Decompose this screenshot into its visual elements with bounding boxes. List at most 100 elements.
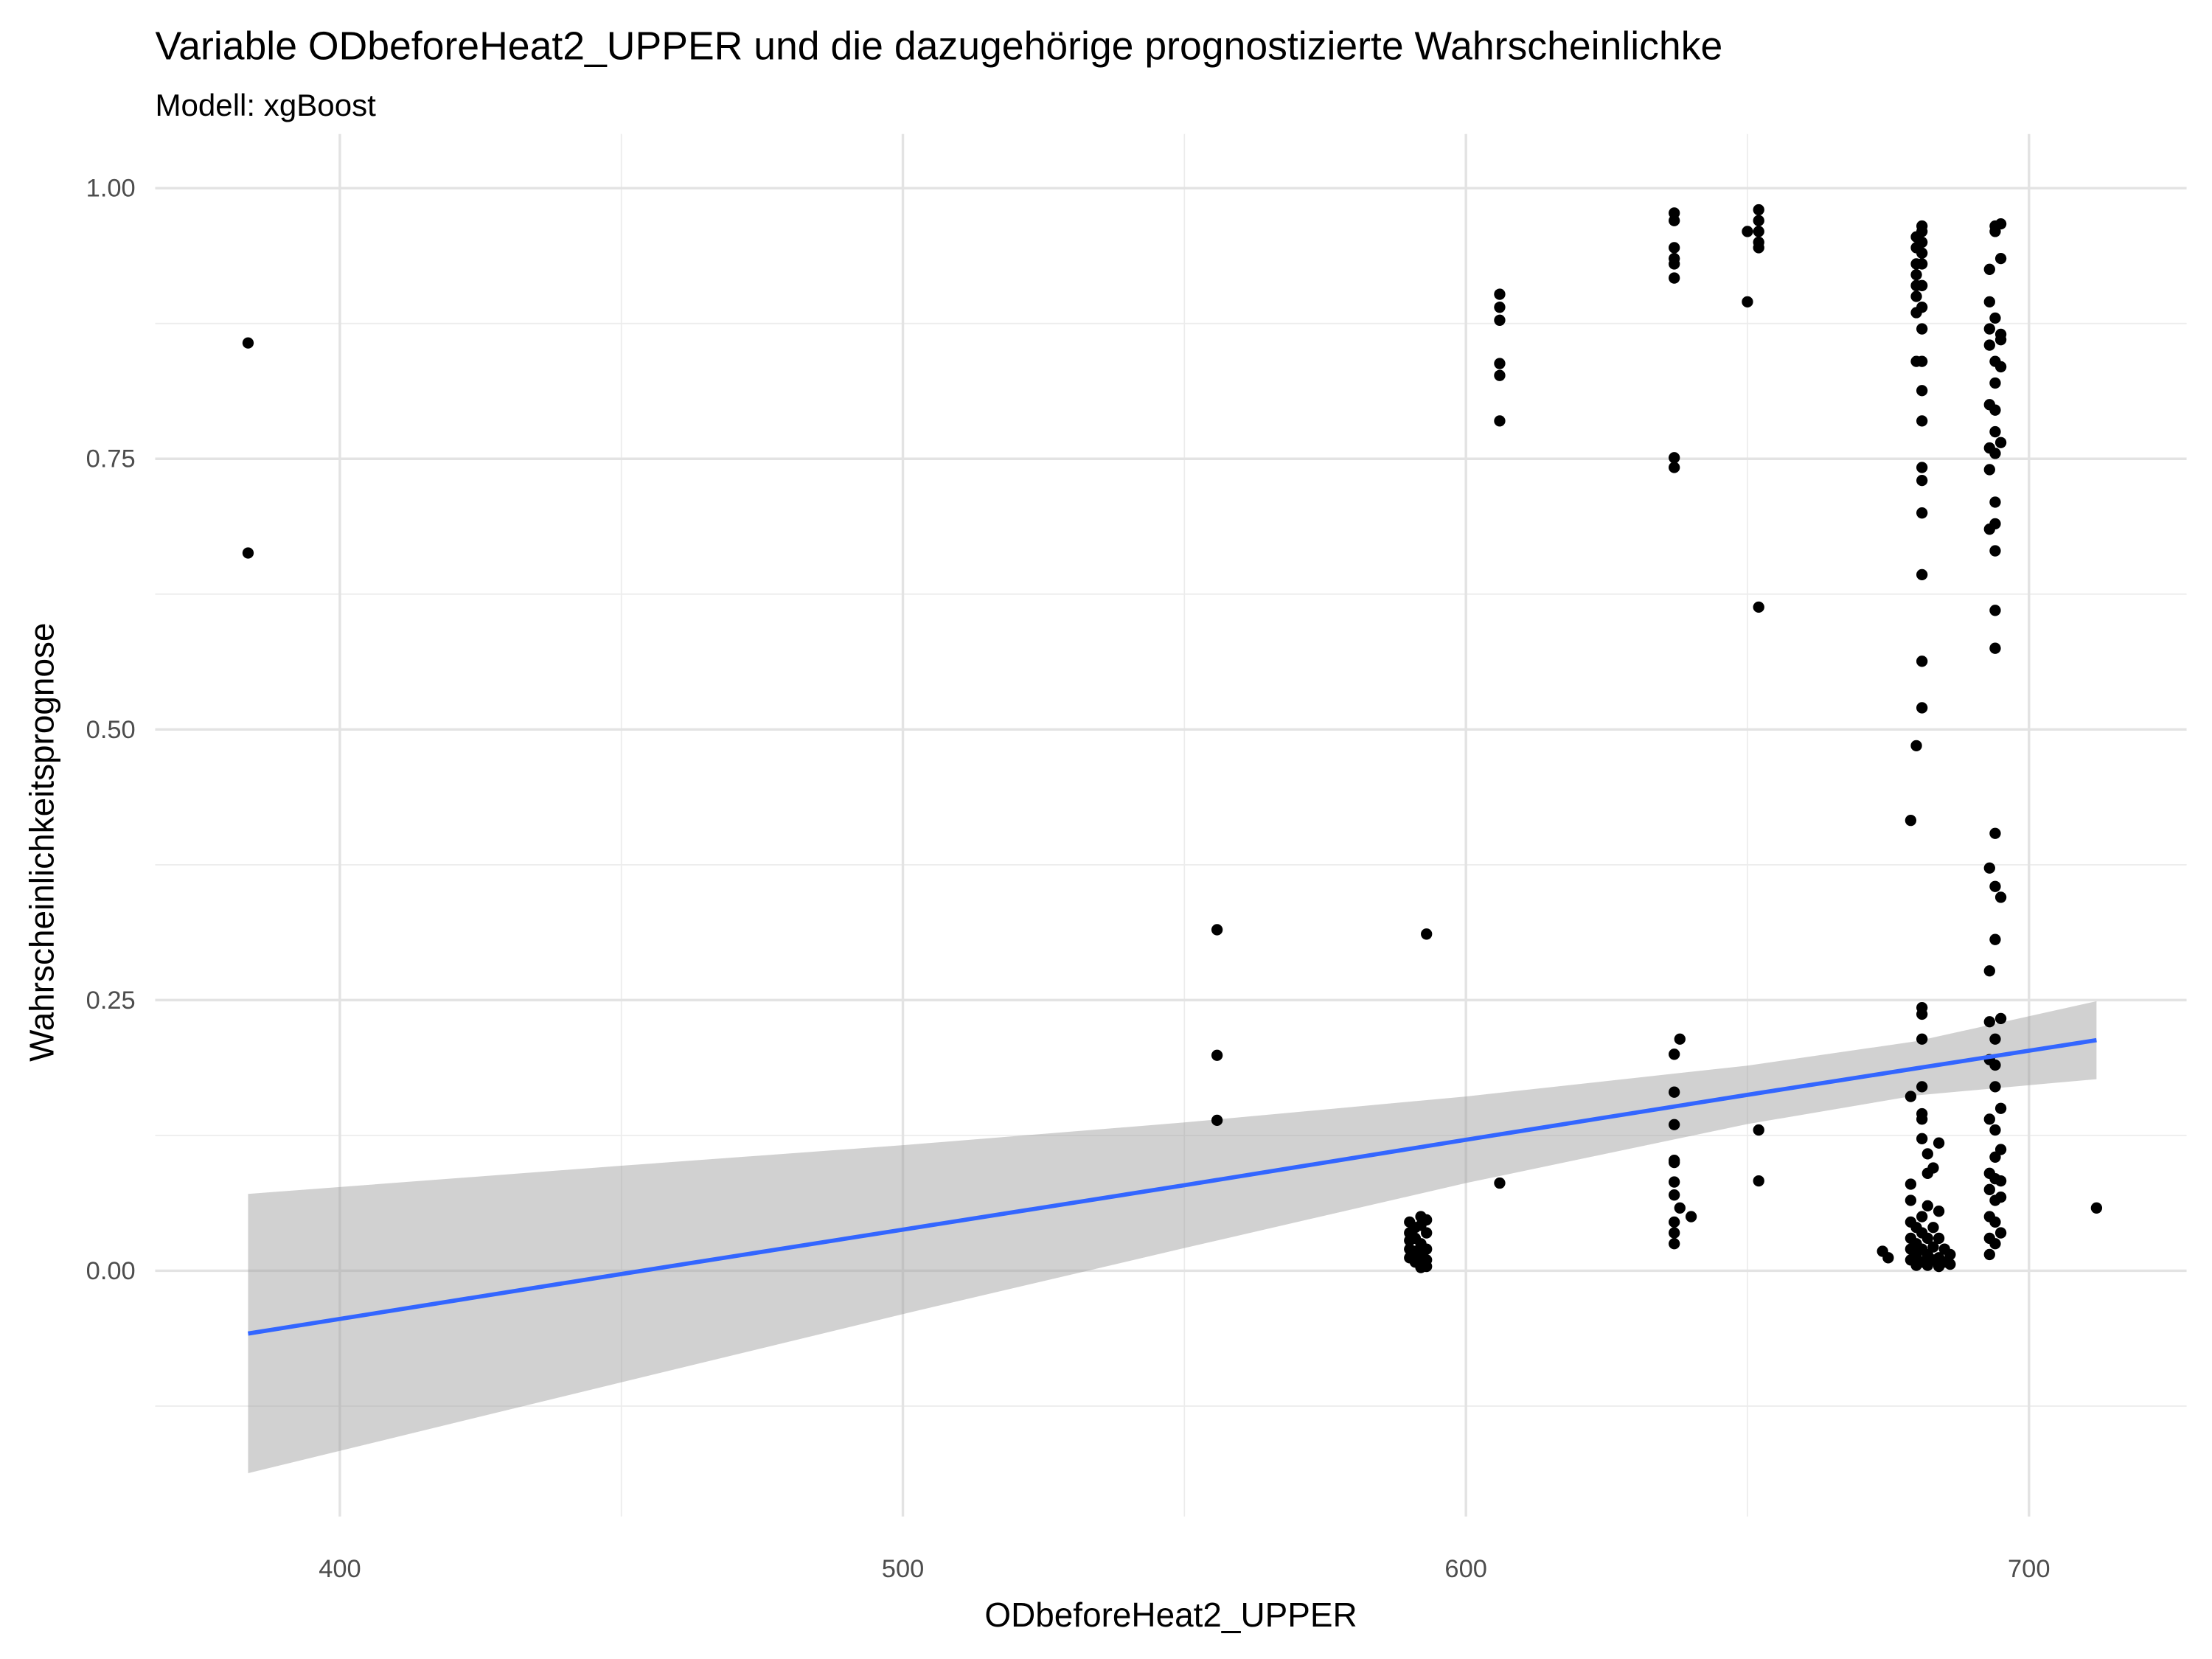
- point: [1989, 1238, 2001, 1250]
- point: [1882, 1252, 1894, 1264]
- point: [1669, 1156, 1680, 1169]
- point: [1211, 1049, 1223, 1061]
- point: [1905, 1091, 1917, 1102]
- point: [1669, 1086, 1680, 1098]
- point: [1989, 448, 2001, 459]
- point: [1983, 965, 1995, 977]
- point: [1916, 1113, 1928, 1125]
- chart-title: Variable ODbeforeHeat2_UPPER und die daz…: [155, 24, 1722, 68]
- point: [242, 337, 254, 349]
- point: [1916, 1133, 1928, 1144]
- y-axis-title: Wahrscheinlichkeitsprognose: [23, 623, 61, 1062]
- y-tick-label: 0.25: [86, 987, 136, 1015]
- point: [1669, 242, 1680, 254]
- point: [1916, 655, 1928, 667]
- point: [1989, 518, 2001, 529]
- point: [1994, 1227, 2007, 1239]
- point: [1989, 1081, 2001, 1093]
- point: [1421, 1260, 1433, 1273]
- point: [1916, 1008, 1928, 1020]
- point: [1916, 507, 1928, 519]
- point: [1989, 827, 2001, 839]
- point: [1421, 1227, 1433, 1239]
- y-tick-label: 1.00: [86, 175, 136, 203]
- point: [1994, 1012, 2007, 1025]
- point: [1994, 891, 2007, 903]
- point: [1916, 279, 1928, 291]
- point: [1494, 369, 1506, 381]
- point: [1916, 226, 1928, 237]
- x-tick-label: 700: [2008, 1555, 2050, 1583]
- point: [1674, 1033, 1686, 1045]
- point: [1916, 462, 1928, 473]
- point: [1669, 215, 1680, 226]
- point: [1933, 1137, 1945, 1149]
- point: [1494, 1177, 1506, 1189]
- point: [1742, 296, 1753, 307]
- point: [1994, 1191, 2007, 1203]
- point: [1989, 312, 2001, 324]
- point: [1994, 1175, 2007, 1187]
- point: [1753, 242, 1764, 254]
- x-axis-title: ODbeforeHeat2_UPPER: [984, 1596, 1357, 1634]
- point: [1910, 291, 1922, 302]
- y-tick-label: 0.50: [86, 716, 136, 744]
- point: [1669, 258, 1680, 270]
- chart-subtitle: Modell: xgBoost: [155, 88, 376, 122]
- point: [1916, 1211, 1928, 1222]
- point: [1989, 642, 2001, 654]
- point: [1989, 605, 2001, 616]
- point: [1753, 601, 1764, 613]
- point: [1905, 814, 1917, 827]
- point: [1905, 1178, 1917, 1190]
- point: [1916, 355, 1928, 367]
- layer: [155, 133, 2187, 1517]
- point: [1916, 1033, 1928, 1045]
- point: [1989, 1059, 2001, 1071]
- point: [1753, 1175, 1764, 1187]
- point: [1494, 358, 1506, 369]
- y-tick-label: 0.00: [86, 1257, 136, 1285]
- point: [1983, 1183, 1995, 1195]
- x-tick-label: 600: [1444, 1555, 1486, 1583]
- point: [1994, 361, 2007, 373]
- point: [1916, 258, 1928, 270]
- x-tick-label: 500: [882, 1555, 924, 1583]
- point: [1989, 545, 2001, 557]
- point: [1927, 1162, 1939, 1174]
- point: [1916, 474, 1928, 487]
- point: [1916, 236, 1928, 248]
- point: [1669, 1119, 1680, 1130]
- confidence-band: [248, 1001, 2097, 1474]
- point: [1753, 204, 1764, 216]
- point: [1753, 1124, 1764, 1136]
- point: [1916, 415, 1928, 427]
- point: [1211, 924, 1223, 936]
- point: [1989, 425, 2001, 438]
- point: [1685, 1211, 1697, 1222]
- point: [1421, 1214, 1433, 1226]
- point: [1669, 452, 1680, 464]
- point: [1669, 1216, 1680, 1228]
- point: [1753, 226, 1764, 237]
- point: [1916, 302, 1928, 313]
- point: [1989, 377, 2001, 389]
- point: [1669, 1176, 1680, 1188]
- point: [1742, 226, 1753, 237]
- layer: [242, 204, 2103, 1474]
- point: [1983, 263, 1995, 275]
- point: [1927, 1222, 1939, 1234]
- point: [1927, 1241, 1939, 1253]
- point: [1921, 1148, 1933, 1160]
- point: [1669, 1227, 1680, 1239]
- point: [1989, 496, 2001, 508]
- point: [1916, 247, 1928, 259]
- point: [1994, 218, 2007, 230]
- point: [1944, 1248, 1956, 1261]
- point: [1669, 272, 1680, 284]
- point: [1669, 1238, 1680, 1250]
- point: [1983, 323, 1995, 335]
- point: [1916, 1081, 1928, 1093]
- point: [1983, 464, 1995, 476]
